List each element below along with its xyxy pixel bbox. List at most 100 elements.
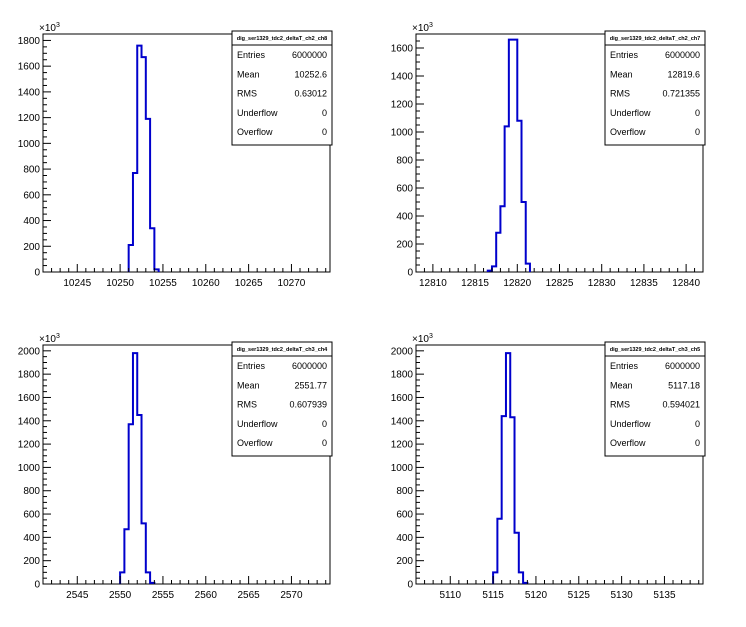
y-tick-label: 0 <box>34 268 40 279</box>
stats-row-value: 0.63012 <box>294 89 327 99</box>
stats-box: dig_ser1329_tdc2_deltaT_ch3_ch4 Entries 60… <box>231 341 333 457</box>
stats-row-value: 0 <box>695 438 700 448</box>
stats-row-value: 0 <box>695 127 700 137</box>
y-tick-label: 1800 <box>18 36 41 47</box>
stats-row-value: 6000000 <box>292 50 327 60</box>
y-tick-label: 400 <box>396 533 413 544</box>
y-tick-label: 1400 <box>391 72 414 83</box>
plot-frame <box>42 344 331 585</box>
histogram-line <box>119 352 156 584</box>
y-multiplier-label: ×103 <box>39 22 60 34</box>
x-tick-label: 10250 <box>106 278 134 289</box>
y-tick-label: 800 <box>396 486 413 497</box>
x-tick-label: 5110 <box>440 590 462 601</box>
stats-row-label: Mean <box>237 69 260 79</box>
stats-box: dig_ser1329_tdc2_deltaT_ch2_ch7 Entries 60… <box>604 30 706 146</box>
stats-row-value: 0.594021 <box>662 400 700 410</box>
x-tick-label: 2555 <box>152 590 175 601</box>
y-tick-label: 1800 <box>18 370 41 381</box>
plot-frame <box>415 344 704 585</box>
x-tick-label: 10255 <box>149 278 177 289</box>
stats-row-value: 0.607939 <box>289 400 327 410</box>
stats-row-value: 6000000 <box>292 361 327 371</box>
x-tick-label: 12825 <box>546 278 574 289</box>
stats-box: dig_ser1329_tdc2_deltaT_ch3_ch5 Entries 60… <box>604 341 706 457</box>
stats-row-label: RMS <box>237 400 257 410</box>
y-tick-label: 600 <box>23 190 40 201</box>
stats-row-label: Underflow <box>237 108 278 118</box>
stats-row-value: 5117.18 <box>668 380 700 390</box>
stats-title: dig_ser1329_tdc2_deltaT_ch3_ch5 <box>610 347 701 353</box>
stats-box-frame <box>231 341 333 457</box>
stats-box: dig_ser1329_tdc2_deltaT_ch2_ch8 Entries 60… <box>231 30 333 146</box>
y-tick-label: 1800 <box>391 370 414 381</box>
x-tick-label: 5115 <box>482 590 504 601</box>
x-tick-label: 10265 <box>235 278 263 289</box>
y-tick-label: 1200 <box>18 113 41 124</box>
y-tick-label: 800 <box>23 486 40 497</box>
histogram-line <box>486 38 531 272</box>
x-tick-label: 10270 <box>278 278 306 289</box>
y-tick-label: 1400 <box>18 416 41 427</box>
y-tick-label: 200 <box>23 242 40 253</box>
stats-row-label: Underflow <box>610 419 651 429</box>
stats-row-label: Entries <box>610 50 639 60</box>
plot-frame <box>42 33 331 273</box>
y-tick-label: 1600 <box>18 62 41 73</box>
x-tick-label: 5125 <box>568 590 591 601</box>
stats-row-label: Overflow <box>237 438 273 448</box>
y-tick-label: 1200 <box>391 440 414 451</box>
y-tick-label: 0 <box>407 580 413 591</box>
y-tick-label: 800 <box>396 156 413 167</box>
stats-title: dig_ser1329_tdc2_deltaT_ch3_ch4 <box>237 347 328 353</box>
y-tick-label: 2000 <box>18 346 41 357</box>
histogram-line <box>127 44 160 272</box>
stats-row-value: 0 <box>695 419 700 429</box>
stats-box-frame <box>604 341 706 457</box>
stats-row-label: RMS <box>610 400 630 410</box>
y-tick-label: 200 <box>396 240 413 251</box>
x-tick-label: 12815 <box>461 278 489 289</box>
y-tick-label: 2000 <box>391 346 414 357</box>
stats-row-value: 0 <box>695 108 700 118</box>
y-multiplier-label: ×103 <box>412 22 433 34</box>
x-tick-label: 5130 <box>610 590 633 601</box>
y-tick-label: 200 <box>396 556 413 567</box>
stats-row-value: 6000000 <box>665 50 700 60</box>
histogram-panel-3: 0 200 400 600 800 1000 1200 1400 1600 1800 2000 254… <box>18 333 333 601</box>
stats-row-label: Underflow <box>237 419 278 429</box>
stats-row-label: Mean <box>610 380 633 390</box>
stats-row-value: 0 <box>322 438 327 448</box>
y-tick-label: 600 <box>396 510 413 521</box>
stats-row-value: 0 <box>322 108 327 118</box>
histogram-panel-2: 0 200 400 600 800 1000 1200 1400 1600 12810 12815 1… <box>391 22 706 289</box>
x-tick-label: 2550 <box>109 590 132 601</box>
y-tick-label: 800 <box>23 165 40 176</box>
y-tick-label: 1000 <box>18 139 41 150</box>
y-tick-label: 400 <box>396 212 413 223</box>
x-tick-label: 2560 <box>195 590 218 601</box>
stats-row-label: Overflow <box>237 127 273 137</box>
y-tick-label: 1200 <box>18 440 41 451</box>
x-tick-label: 12820 <box>503 278 531 289</box>
x-tick-label: 12830 <box>588 278 616 289</box>
x-tick-label: 10245 <box>63 278 91 289</box>
y-tick-label: 1000 <box>391 463 414 474</box>
x-tick-label: 2565 <box>237 590 260 601</box>
x-tick-label: 10260 <box>192 278 220 289</box>
stats-row-value: 6000000 <box>665 361 700 371</box>
stats-row-label: Entries <box>610 361 639 371</box>
y-tick-label: 200 <box>23 556 40 567</box>
stats-row-value: 12819.6 <box>667 69 700 79</box>
stats-row-label: Mean <box>610 69 633 79</box>
y-tick-label: 600 <box>396 184 413 195</box>
stats-row-label: RMS <box>610 89 630 99</box>
stats-box-frame <box>231 30 333 146</box>
y-tick-label: 1200 <box>391 100 414 111</box>
stats-row-label: Mean <box>237 380 260 390</box>
y-multiplier-label: ×103 <box>39 333 60 345</box>
stats-box-frame <box>604 30 706 146</box>
y-tick-label: 400 <box>23 533 40 544</box>
y-tick-label: 0 <box>407 268 413 279</box>
